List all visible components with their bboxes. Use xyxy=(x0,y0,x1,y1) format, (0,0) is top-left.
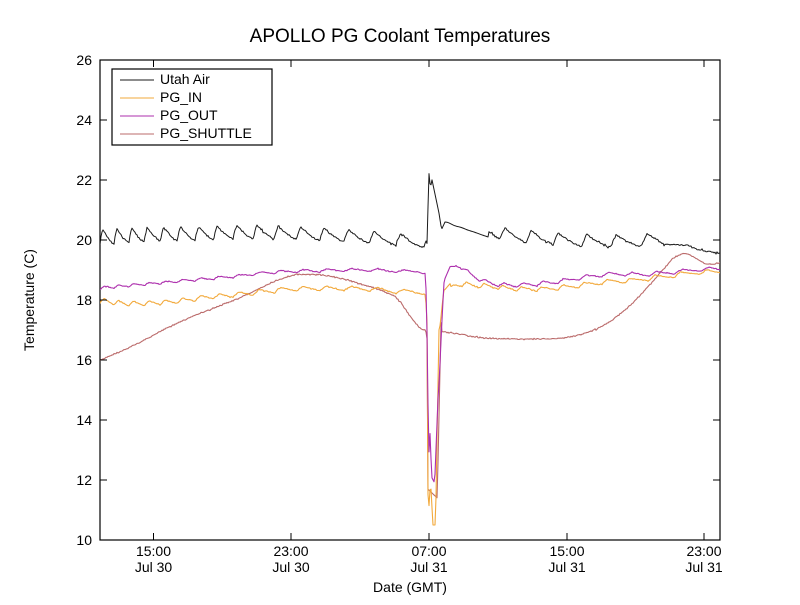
svg-text:Jul 30: Jul 30 xyxy=(135,559,173,575)
svg-text:PG_IN: PG_IN xyxy=(160,89,202,105)
svg-text:Jul 31: Jul 31 xyxy=(548,559,586,575)
svg-text:18: 18 xyxy=(76,292,92,308)
svg-text:10: 10 xyxy=(76,532,92,548)
svg-text:Jul 30: Jul 30 xyxy=(272,559,310,575)
svg-text:20: 20 xyxy=(76,232,92,248)
svg-text:16: 16 xyxy=(76,352,92,368)
svg-text:14: 14 xyxy=(76,412,92,428)
svg-text:24: 24 xyxy=(76,112,92,128)
svg-text:Temperature (C): Temperature (C) xyxy=(21,249,37,351)
svg-text:23:00: 23:00 xyxy=(686,543,721,559)
svg-text:15:00: 15:00 xyxy=(549,543,584,559)
svg-text:PG_OUT: PG_OUT xyxy=(160,107,218,123)
svg-text:Jul 31: Jul 31 xyxy=(685,559,723,575)
svg-text:PG_SHUTTLE: PG_SHUTTLE xyxy=(160,125,252,141)
svg-text:15:00: 15:00 xyxy=(136,543,171,559)
svg-text:23:00: 23:00 xyxy=(273,543,308,559)
svg-text:Jul 31: Jul 31 xyxy=(410,559,448,575)
svg-text:07:00: 07:00 xyxy=(411,543,446,559)
svg-text:22: 22 xyxy=(76,172,92,188)
svg-text:12: 12 xyxy=(76,472,92,488)
svg-text:Utah Air: Utah Air xyxy=(160,71,210,87)
svg-text:APOLLO PG Coolant Temperatures: APOLLO PG Coolant Temperatures xyxy=(250,26,551,47)
svg-text:Date (GMT): Date (GMT) xyxy=(373,579,447,595)
svg-text:26: 26 xyxy=(76,52,92,68)
